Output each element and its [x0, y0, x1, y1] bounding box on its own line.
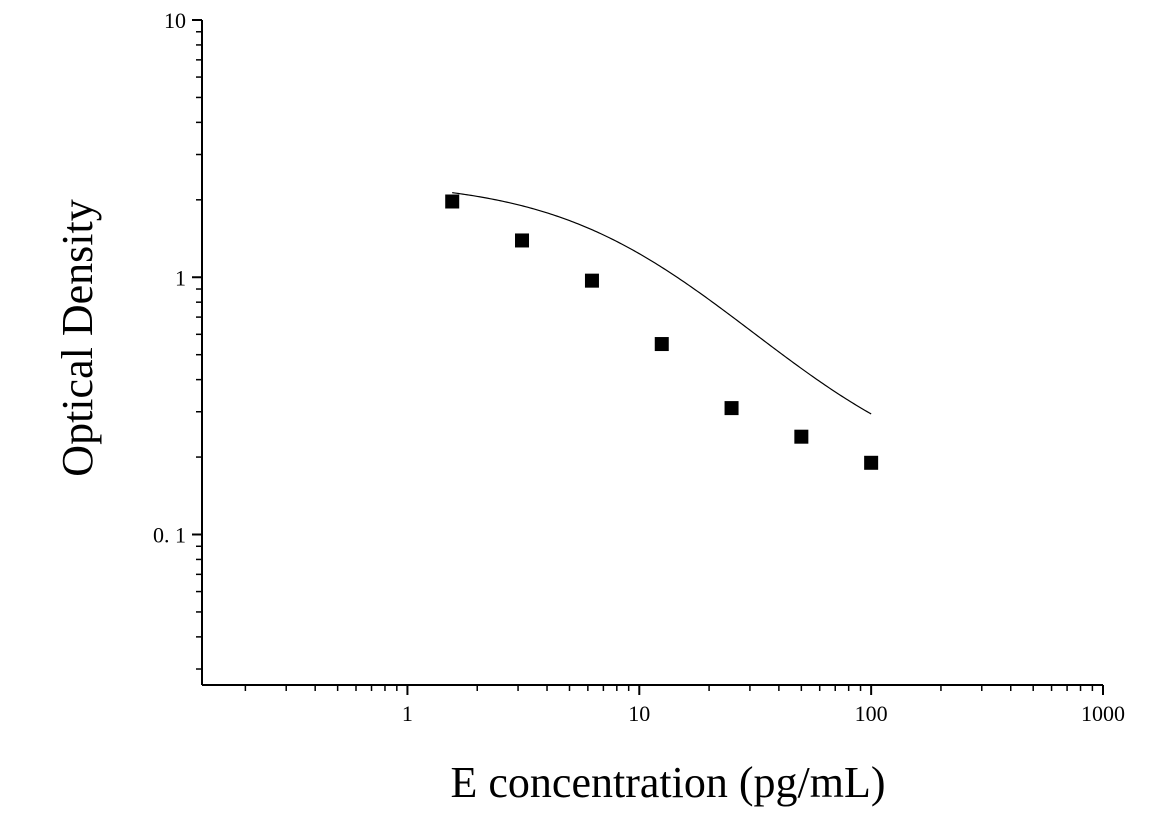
x-tick-label: 10 [628, 701, 650, 726]
data-point [794, 429, 809, 444]
y-axis-title: Optical Density [53, 199, 102, 476]
x-tick-label: 1 [402, 701, 413, 726]
data-point [724, 401, 739, 416]
axes: 1 10 100 1000 0. 1 1 10 [153, 8, 1125, 726]
data-point [864, 455, 879, 470]
y-tick-label: 0. 1 [153, 523, 186, 548]
data-points [445, 194, 879, 470]
x-tick-label: 1000 [1081, 701, 1125, 726]
data-point [515, 233, 530, 248]
y-tick-label: 1 [175, 265, 186, 290]
data-point [445, 194, 460, 209]
data-point [654, 337, 669, 352]
x-tick-label: 100 [855, 701, 888, 726]
data-point [584, 273, 599, 288]
fit-curve [452, 192, 872, 415]
y-tick-label: 10 [164, 8, 186, 33]
x-axis-title: E concentration (pg/mL) [451, 758, 886, 807]
